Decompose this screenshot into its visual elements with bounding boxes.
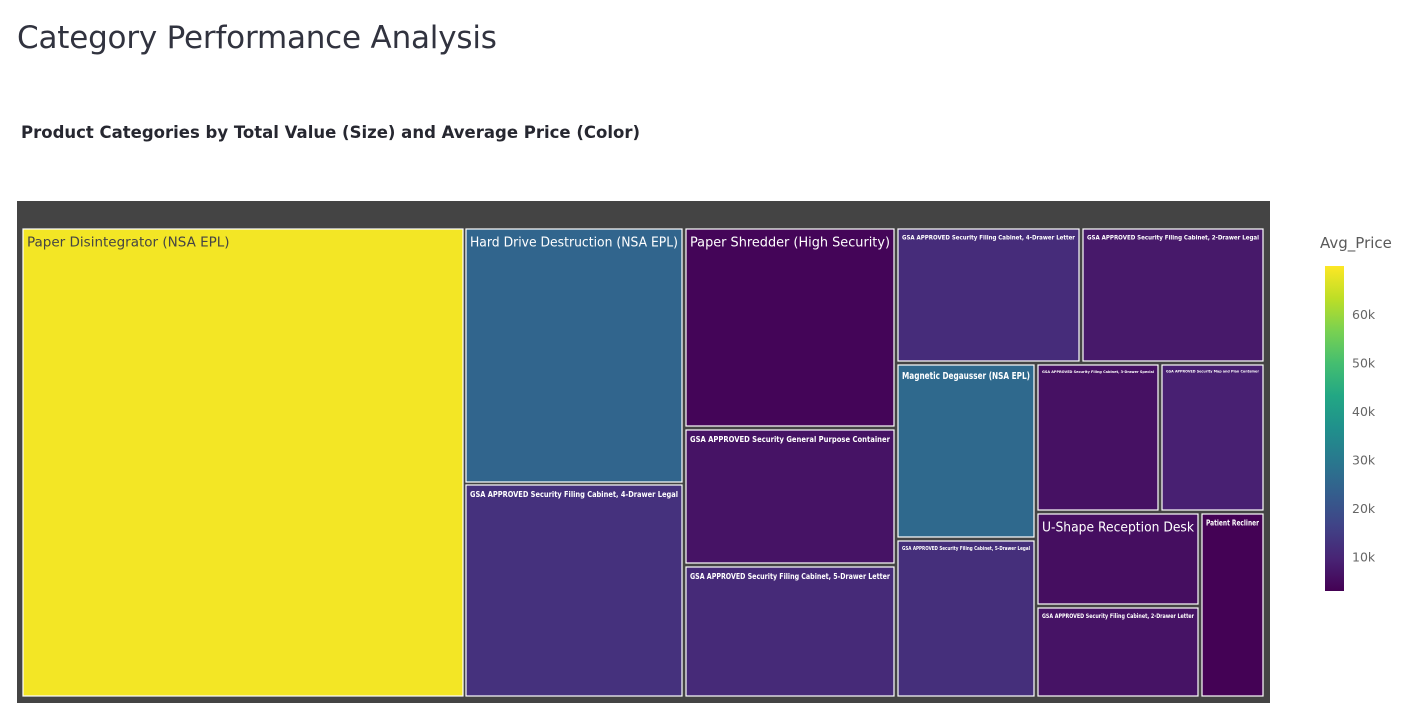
colorbar: 60k 50k 40k 30k 20k 10k xyxy=(1325,266,1376,591)
treemap-tile[interactable]: Paper Disintegrator (NSA EPL) xyxy=(22,228,464,697)
treemap-tile-rect[interactable] xyxy=(1037,607,1199,697)
page-title: Category Performance Analysis xyxy=(17,20,497,56)
treemap-tile-label: GSA APPROVED Security Filing Cabinet, 4-… xyxy=(902,233,1076,241)
treemap-tile-label: Paper Disintegrator (NSA EPL) xyxy=(27,235,230,251)
treemap-tile-label: U-Shape Reception Desk xyxy=(1042,520,1194,536)
treemap-tile-label: GSA APPROVED Security Filing Cabinet, 2-… xyxy=(1042,613,1195,620)
treemap-tile-rect[interactable] xyxy=(685,228,895,427)
treemap-tile-rect[interactable] xyxy=(465,228,683,483)
colorbar-tick-label: 10k xyxy=(1352,550,1376,565)
treemap-tile[interactable]: Hard Drive Destruction (NSA EPL) xyxy=(465,228,683,483)
treemap-tile-label: Hard Drive Destruction (NSA EPL) xyxy=(470,235,678,251)
chart-title: Product Categories by Total Value (Size)… xyxy=(21,123,641,142)
treemap-tile[interactable]: GSA APPROVED Security Filing Cabinet, 2-… xyxy=(1082,228,1264,362)
treemap-tile-label: GSA APPROVED Security Filing Cabinet, 2-… xyxy=(1087,233,1259,241)
treemap-tile-rect[interactable] xyxy=(897,540,1035,697)
colorbar-tick-label: 20k xyxy=(1352,501,1376,516)
treemap-tile-label: GSA APPROVED Security Filing Cabinet, 4-… xyxy=(470,490,678,499)
treemap-tile-rect[interactable] xyxy=(22,228,464,697)
treemap-tile[interactable]: GSA APPROVED Security Filing Cabinet, 4-… xyxy=(465,484,683,697)
treemap-tile-label: GSA APPROVED Security Filing Cabinet, 5-… xyxy=(902,546,1030,552)
colorbar-tick-label: 30k xyxy=(1352,453,1376,468)
treemap-tile-rect[interactable] xyxy=(1161,364,1264,511)
colorbar-tick-label: 50k xyxy=(1352,356,1376,371)
treemap-tile[interactable]: GSA APPROVED Security Filing Cabinet, 5-… xyxy=(685,566,895,697)
treemap-tile-rect[interactable] xyxy=(685,566,895,697)
treemap-tile-label: GSA APPROVED Security Filing Cabinet, 3-… xyxy=(1042,369,1154,374)
treemap-tile-label: Paper Shredder (High Security) xyxy=(690,235,890,251)
treemap-tile[interactable]: GSA APPROVED Security Map and Plan Conta… xyxy=(1161,364,1264,511)
treemap-tile-label: GSA APPROVED Security Filing Cabinet, 5-… xyxy=(690,571,891,581)
treemap-tile-rect[interactable] xyxy=(685,429,895,564)
treemap-tile[interactable]: GSA APPROVED Security General Purpose Co… xyxy=(685,429,895,564)
treemap-tile[interactable]: GSA APPROVED Security Filing Cabinet, 4-… xyxy=(897,228,1080,362)
treemap-tile-rect[interactable] xyxy=(897,364,1035,538)
treemap-tile-label: GSA APPROVED Security Map and Plan Conta… xyxy=(1166,370,1259,374)
treemap-tile-rect[interactable] xyxy=(1082,228,1264,362)
tiles-layer: Paper Disintegrator (NSA EPL) Hard Drive … xyxy=(17,201,1270,703)
treemap-tile[interactable]: Paper Shredder (High Security) xyxy=(685,228,895,427)
treemap-tile-rect[interactable] xyxy=(1037,513,1199,605)
treemap-tile[interactable]: GSA APPROVED Security Filing Cabinet, 3-… xyxy=(1037,364,1159,511)
treemap-tile-rect[interactable] xyxy=(465,484,683,697)
treemap-tile-rect[interactable] xyxy=(1201,513,1264,697)
treemap-tile[interactable]: Patient Recliner xyxy=(1201,513,1264,697)
treemap-tile[interactable]: Magnetic Degausser (NSA EPL) xyxy=(897,364,1035,538)
treemap-tile[interactable]: GSA APPROVED Security Filing Cabinet, 5-… xyxy=(897,540,1035,697)
colorbar-gradient xyxy=(1325,266,1344,591)
treemap-tile-label: Magnetic Degausser (NSA EPL) xyxy=(902,371,1030,382)
treemap-tile-rect[interactable] xyxy=(897,228,1080,362)
treemap-tile[interactable]: GSA APPROVED Security Filing Cabinet, 2-… xyxy=(1037,607,1199,697)
colorbar-title: Avg_Price xyxy=(1320,234,1392,252)
colorbar-tick-label: 60k xyxy=(1352,307,1376,322)
treemap-tile[interactable]: U-Shape Reception Desk xyxy=(1037,513,1199,605)
colorbar-tick-label: 40k xyxy=(1352,404,1376,419)
treemap-tile-label: GSA APPROVED Security General Purpose Co… xyxy=(690,434,891,444)
treemap-tile-rect[interactable] xyxy=(1037,364,1159,511)
treemap-tile-label: Patient Recliner xyxy=(1206,519,1259,528)
